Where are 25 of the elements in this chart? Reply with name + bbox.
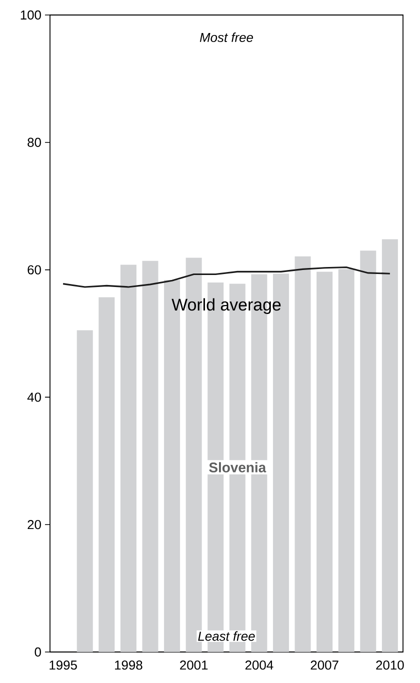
x-tick-label: 2007 — [310, 660, 338, 670]
bar — [360, 250, 376, 652]
y-tick-label: 0 — [34, 647, 41, 657]
y-tick-label: 20 — [28, 520, 41, 530]
bar — [382, 239, 398, 652]
annotation: Least free — [198, 631, 255, 641]
bar — [338, 269, 354, 652]
bar — [98, 297, 115, 652]
bar — [142, 260, 158, 652]
x-tick-label: 2010 — [376, 660, 404, 670]
x-tick-label: 2004 — [245, 660, 274, 670]
bar — [76, 330, 93, 652]
series-label: World average — [172, 298, 281, 314]
bar — [294, 256, 311, 652]
x-tick-label: 2001 — [180, 660, 208, 670]
y-tick-label: 80 — [28, 138, 41, 147]
bar — [120, 264, 136, 652]
x-tick-label: 1995 — [50, 660, 77, 670]
x-tick-label: 1998 — [115, 660, 142, 670]
annotation: Most free — [200, 32, 253, 42]
bar — [316, 272, 333, 652]
y-tick-label: 40 — [27, 392, 41, 402]
y-tick-label: 100 — [20, 10, 41, 20]
y-tick-label: 60 — [28, 265, 41, 274]
series-label: Slovenia — [209, 462, 266, 472]
